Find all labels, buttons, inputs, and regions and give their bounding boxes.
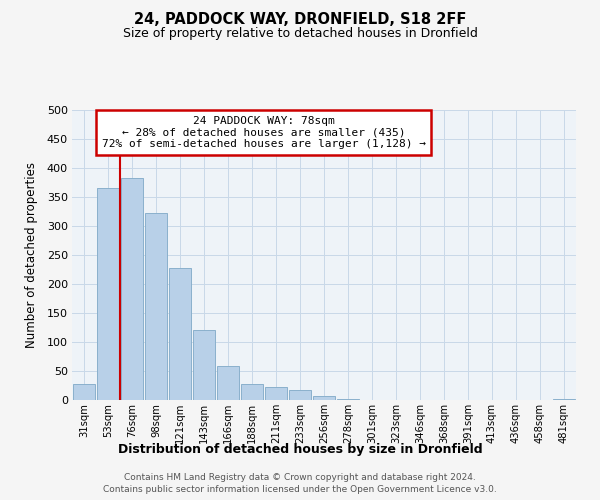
Text: Contains HM Land Registry data © Crown copyright and database right 2024.: Contains HM Land Registry data © Crown c… xyxy=(124,472,476,482)
Bar xyxy=(193,330,215,400)
Bar xyxy=(121,178,143,400)
Y-axis label: Number of detached properties: Number of detached properties xyxy=(25,162,38,348)
Text: Contains public sector information licensed under the Open Government Licence v3: Contains public sector information licen… xyxy=(103,485,497,494)
Text: 24, PADDOCK WAY, DRONFIELD, S18 2FF: 24, PADDOCK WAY, DRONFIELD, S18 2FF xyxy=(134,12,466,28)
Text: 24 PADDOCK WAY: 78sqm
← 28% of detached houses are smaller (435)
72% of semi-det: 24 PADDOCK WAY: 78sqm ← 28% of detached … xyxy=(101,116,425,149)
Bar xyxy=(265,386,287,400)
Bar xyxy=(241,384,263,400)
Bar xyxy=(289,390,311,400)
Bar xyxy=(217,366,239,400)
Bar xyxy=(97,188,119,400)
Bar xyxy=(73,384,95,400)
Bar xyxy=(145,212,167,400)
Bar xyxy=(169,268,191,400)
Bar xyxy=(553,399,575,400)
Text: Distribution of detached houses by size in Dronfield: Distribution of detached houses by size … xyxy=(118,442,482,456)
Text: Size of property relative to detached houses in Dronfield: Size of property relative to detached ho… xyxy=(122,28,478,40)
Bar xyxy=(313,396,335,400)
